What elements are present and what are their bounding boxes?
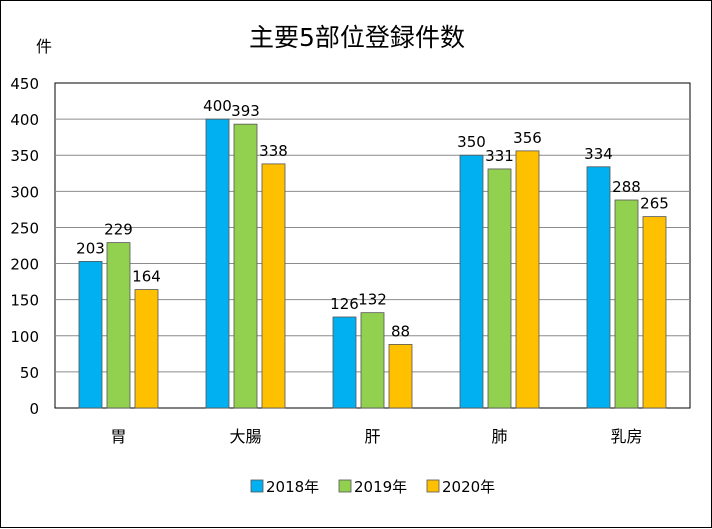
bar	[205, 118, 230, 409]
data-label: 126	[330, 295, 359, 313]
bar	[515, 150, 540, 409]
bar	[233, 123, 258, 409]
y-tick-label: 200	[10, 256, 39, 274]
x-tick-label: 乳房	[610, 427, 642, 446]
y-tick-label: 250	[10, 219, 39, 237]
legend-swatch	[250, 479, 264, 493]
y-tick-label: 400	[10, 111, 39, 129]
y-tick-labels: 0 50 100 150 200 250 300 350 400 450	[10, 75, 39, 418]
x-tick-label: 胃	[110, 427, 126, 446]
y-tick-label: 350	[10, 147, 39, 165]
bar	[78, 260, 103, 409]
bar	[614, 199, 639, 409]
data-label: 164	[132, 268, 161, 286]
bar	[332, 316, 357, 409]
bar	[642, 216, 667, 409]
y-tick-label: 100	[10, 328, 39, 346]
legend-swatch	[426, 479, 440, 493]
legend-label: 2018年	[266, 478, 319, 496]
bars	[78, 118, 667, 409]
y-axis-label: 件	[36, 37, 52, 56]
chart-title: 主要5部位登録件数	[249, 23, 465, 52]
data-label: 400	[203, 97, 232, 115]
bar	[360, 312, 385, 409]
bar	[261, 163, 286, 409]
bar	[487, 168, 512, 409]
data-label: 203	[76, 239, 105, 257]
data-label: 356	[513, 129, 542, 147]
y-tick-label: 0	[29, 400, 39, 418]
y-tick-label: 450	[10, 75, 39, 93]
x-tick-labels: 胃 大腸 肝 肺 乳房	[110, 427, 642, 446]
data-label: 288	[612, 178, 641, 196]
bar	[134, 289, 159, 409]
legend-label: 2020年	[442, 478, 495, 496]
legend-label: 2019年	[354, 478, 407, 496]
data-label: 132	[358, 291, 387, 309]
legend: 2018年 2019年 2020年	[250, 478, 495, 496]
data-label: 331	[485, 147, 514, 165]
data-label: 334	[584, 145, 613, 163]
x-tick-label: 肺	[491, 427, 507, 446]
data-label: 350	[457, 133, 486, 151]
legend-swatch	[338, 479, 352, 493]
bar	[459, 154, 484, 409]
y-tick-label: 150	[10, 292, 39, 310]
y-tick-label: 50	[20, 364, 39, 382]
bar	[106, 242, 131, 409]
data-label: 229	[104, 221, 133, 239]
data-label: 393	[231, 102, 260, 120]
x-tick-label: 大腸	[229, 427, 261, 446]
gridlines	[55, 118, 690, 373]
bar	[586, 166, 611, 409]
data-label: 88	[391, 322, 410, 340]
data-label: 338	[259, 142, 288, 160]
data-label: 265	[640, 195, 669, 213]
bar	[388, 344, 413, 409]
x-tick-label: 肝	[364, 427, 380, 446]
y-tick-label: 300	[10, 183, 39, 201]
